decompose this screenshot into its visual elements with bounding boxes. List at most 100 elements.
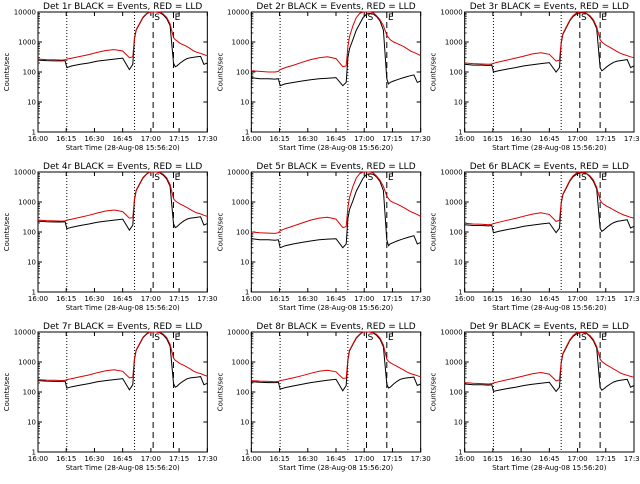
- x-tick-label: 16:00: [455, 135, 475, 143]
- x-tick-label: 16:30: [298, 295, 318, 303]
- x-tick-label: 16:30: [84, 455, 104, 463]
- marker-label-s: S: [154, 333, 160, 343]
- x-tick-label: 17:00: [567, 455, 587, 463]
- y-tick-label: 10: [240, 259, 249, 267]
- y-tick-label: 1: [245, 449, 249, 457]
- y-tick-label: 100: [23, 389, 36, 397]
- x-tick-label: 16:45: [113, 295, 133, 303]
- y-tick-label: 1000: [232, 39, 250, 47]
- plot-axes-frame: [37, 171, 208, 293]
- series-line-events: [37, 331, 208, 391]
- y-axis-label: Counts/sec: [3, 53, 11, 92]
- x-tick-label: 17:30: [411, 455, 431, 463]
- y-tick-label: 1: [32, 449, 36, 457]
- plot-axes-frame: [250, 331, 422, 453]
- marker-label-e: E: [601, 333, 607, 343]
- y-tick-label: 10000: [14, 9, 36, 17]
- series-line-lld: [37, 331, 208, 382]
- x-tick-label: 17:15: [169, 135, 189, 143]
- y-tick-label: 1000: [18, 199, 36, 207]
- y-tick-label: 10: [240, 419, 249, 427]
- series-line-lld: [37, 11, 208, 61]
- x-tick-label: 16:15: [56, 295, 76, 303]
- x-tick-label: 16:00: [241, 135, 261, 143]
- y-tick-label: 100: [449, 69, 462, 77]
- x-tick-label: 16:45: [326, 295, 346, 303]
- y-axis-label: Counts/sec: [216, 213, 224, 252]
- plot-axes-frame: [464, 11, 635, 133]
- x-tick-label: 16:30: [84, 295, 104, 303]
- y-tick-label: 100: [236, 389, 249, 397]
- x-axis-label: Start Time (28-Aug-08 15:56:20): [279, 464, 393, 472]
- marker-label-e: E: [175, 173, 181, 183]
- x-axis-label: Start Time (28-Aug-08 15:56:20): [492, 464, 606, 472]
- y-tick-label: 10000: [227, 9, 249, 17]
- marker-label-e: E: [388, 333, 394, 343]
- x-tick-label: 16:00: [28, 135, 48, 143]
- plot-title: Det 7r BLACK = Events, RED = LLD: [43, 322, 202, 332]
- y-tick-label: 100: [236, 69, 249, 77]
- plot-title: Det 5r BLACK = Events, RED = LLD: [256, 162, 415, 172]
- x-tick-label: 17:30: [624, 295, 640, 303]
- x-tick-label: 17:15: [596, 455, 616, 463]
- y-tick-label: 10: [240, 99, 249, 107]
- y-tick-label: 1: [245, 289, 249, 297]
- marker-label-e: E: [601, 173, 607, 183]
- x-tick-label: 17:30: [411, 295, 431, 303]
- y-tick-label: 10: [27, 419, 36, 427]
- detector-plot-5: Det 5r BLACK = Events, RED = LLD 1 10 100 10…: [216, 162, 430, 312]
- plot-title: Det 9r BLACK = Events, RED = LLD: [470, 322, 629, 332]
- x-tick-label: 16:00: [241, 455, 261, 463]
- detector-plot-4: Det 4r BLACK = Events, RED = LLD 1 10 100 10…: [3, 162, 217, 312]
- y-axis-label: Counts/sec: [3, 373, 11, 412]
- y-tick-label: 10000: [440, 9, 462, 17]
- x-axis-label: Start Time (28-Aug-08 15:56:20): [492, 304, 606, 312]
- plot-axes-frame: [464, 331, 635, 453]
- x-axis-label: Start Time (28-Aug-08 15:56:20): [66, 304, 180, 312]
- x-tick-label: 17:15: [169, 455, 189, 463]
- marker-label-s: S: [581, 173, 587, 183]
- marker-label-e: E: [601, 13, 607, 23]
- x-tick-label: 16:30: [298, 135, 318, 143]
- x-tick-label: 17:00: [141, 295, 161, 303]
- x-tick-label: 16:15: [483, 135, 503, 143]
- y-tick-label: 10000: [14, 169, 36, 177]
- y-tick-label: 1000: [232, 199, 250, 207]
- marker-label-s: S: [154, 13, 160, 23]
- y-tick-label: 10000: [227, 169, 249, 177]
- y-axis-label: Counts/sec: [430, 213, 438, 252]
- x-tick-label: 17:30: [624, 455, 640, 463]
- y-tick-label: 1: [245, 129, 249, 137]
- y-tick-label: 100: [236, 229, 249, 237]
- detector-plot-1: Det 1r BLACK = Events, RED = LLD 1 10 100 10…: [3, 2, 217, 152]
- y-tick-label: 10: [454, 99, 463, 107]
- y-tick-label: 1: [32, 129, 36, 137]
- y-axis-label: Counts/sec: [430, 373, 438, 412]
- y-tick-label: 100: [23, 229, 36, 237]
- y-tick-label: 10: [454, 419, 463, 427]
- plot-title: Det 2r BLACK = Events, RED = LLD: [256, 2, 415, 12]
- y-axis-label: Counts/sec: [430, 53, 438, 92]
- detector-plot-3: Det 3r BLACK = Events, RED = LLD 1 10 100 10…: [430, 2, 640, 152]
- series-line-lld: [464, 171, 635, 226]
- y-tick-label: 1000: [445, 39, 463, 47]
- x-tick-label: 17:15: [169, 295, 189, 303]
- y-tick-label: 10000: [227, 329, 249, 337]
- x-tick-label: 17:15: [382, 135, 402, 143]
- y-axis-label: Counts/sec: [3, 213, 11, 252]
- x-tick-label: 16:30: [298, 455, 318, 463]
- plot-title: Det 6r BLACK = Events, RED = LLD: [470, 162, 629, 172]
- marker-label-e: E: [175, 333, 181, 343]
- x-tick-label: 16:00: [455, 295, 475, 303]
- y-tick-label: 10000: [440, 169, 462, 177]
- x-tick-label: 17:30: [411, 135, 431, 143]
- x-axis-label: Start Time (28-Aug-08 15:56:20): [492, 144, 606, 152]
- y-tick-label: 100: [449, 389, 462, 397]
- series-line-events: [251, 173, 421, 249]
- y-tick-label: 10000: [14, 329, 36, 337]
- x-tick-label: 17:30: [197, 135, 217, 143]
- y-tick-label: 10: [454, 259, 463, 267]
- y-axis-label: Counts/sec: [216, 53, 224, 92]
- x-tick-label: 16:30: [511, 455, 531, 463]
- marker-label-e: E: [388, 173, 394, 183]
